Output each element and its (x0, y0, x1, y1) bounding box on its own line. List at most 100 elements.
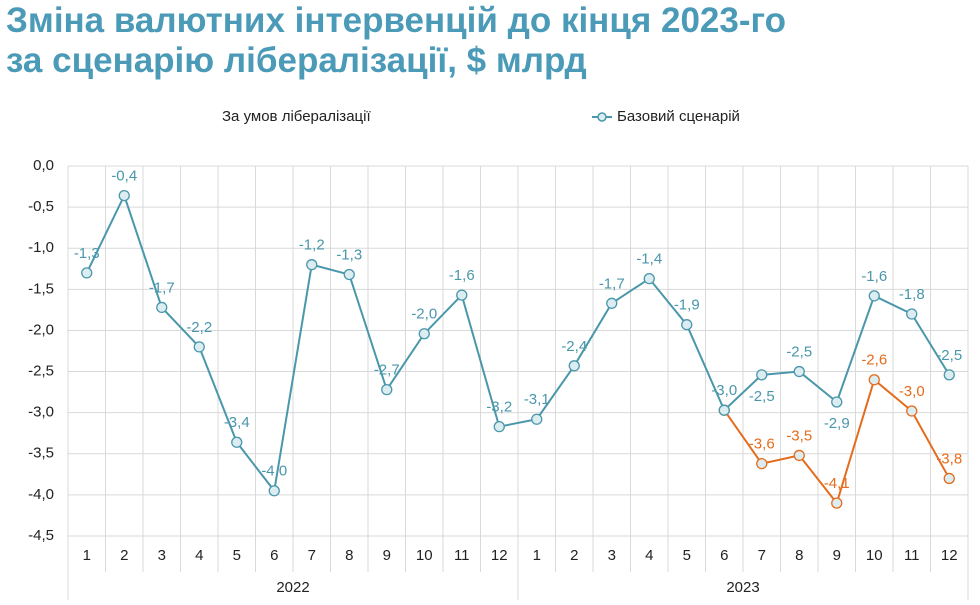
point (381, 383, 393, 396)
x-tick-label: 1 (533, 547, 541, 564)
data-label: -0,4 (111, 168, 137, 185)
x-tick-label: 11 (904, 547, 920, 564)
data-label: -4,1 (824, 475, 850, 492)
x-tick-label: 11 (454, 547, 470, 564)
point (906, 405, 918, 417)
point (231, 436, 243, 448)
data-label: -2,5 (936, 347, 962, 364)
data-label: -1,6 (449, 267, 475, 284)
x-tick-label: 10 (416, 547, 433, 564)
data-label: -3,8 (936, 450, 962, 467)
data-label: -2,9 (824, 415, 850, 432)
y-tick-label: -4,0 (28, 486, 54, 503)
point (118, 189, 130, 202)
x-group-label: 2022 (276, 579, 309, 596)
data-label: -1,3 (74, 245, 100, 262)
y-tick-label: -0,5 (28, 198, 54, 215)
data-label: -1,8 (899, 286, 925, 303)
data-label: -3,4 (224, 414, 250, 431)
point (793, 365, 805, 378)
point (531, 413, 543, 425)
point (156, 301, 168, 314)
x-tick-label: 2 (120, 547, 128, 564)
x-tick-label: 7 (758, 547, 766, 564)
x-tick-label: 5 (683, 547, 691, 564)
data-label: -2,4 (561, 338, 587, 355)
legend-label: Базовий сценарій (617, 108, 740, 125)
point (193, 341, 205, 353)
point (681, 319, 693, 331)
point (606, 297, 618, 309)
data-label: -3,6 (749, 436, 775, 453)
data-label: -2,5 (786, 344, 812, 361)
y-tick-label: -3,5 (28, 445, 54, 462)
data-label: -2,5 (749, 388, 775, 405)
point (493, 420, 505, 433)
y-tick-label: -3,0 (28, 404, 54, 421)
x-tick-label: 9 (833, 547, 841, 564)
data-label: -1,7 (599, 275, 625, 292)
data-label: -2,6 (861, 352, 887, 369)
point (756, 369, 768, 381)
point (868, 374, 880, 386)
x-tick-label: 4 (195, 547, 203, 564)
point (306, 259, 318, 271)
point (418, 328, 430, 340)
x-tick-label: 4 (645, 547, 653, 564)
point (868, 290, 880, 302)
data-label: -1,7 (149, 279, 175, 296)
data-label: -1,9 (674, 297, 700, 314)
x-tick-label: 12 (491, 547, 508, 564)
point (456, 289, 468, 301)
data-label: -2,2 (186, 319, 212, 336)
x-tick-label: 8 (795, 547, 803, 564)
x-tick-label: 2 (570, 547, 578, 564)
chart-title: за сценарію лібералізації, $ млрд (6, 41, 587, 80)
series-line (85, 192, 951, 494)
data-label: -2,0 (411, 306, 437, 323)
data-label: -1,2 (299, 237, 325, 254)
y-tick-label: 0,0 (33, 157, 54, 174)
point (268, 485, 280, 497)
data-label: -2,7 (374, 362, 400, 379)
x-group-label: 2023 (726, 579, 759, 596)
y-tick-label: -1,5 (28, 280, 54, 297)
point (643, 272, 655, 285)
y-tick-label: -2,5 (28, 363, 54, 380)
x-tick-label: 10 (866, 547, 883, 564)
x-tick-label: 3 (608, 547, 616, 564)
point (831, 497, 843, 509)
point (81, 267, 93, 279)
x-tick-label: 9 (383, 547, 391, 564)
data-label: -4,0 (261, 463, 287, 480)
x-tick-label: 12 (941, 547, 958, 564)
data-label: -1,6 (861, 268, 887, 285)
point (943, 472, 955, 485)
y-tick-label: -1,0 (28, 239, 54, 256)
point (343, 268, 355, 281)
point (831, 396, 843, 408)
point (718, 404, 730, 416)
x-tick-label: 3 (158, 547, 166, 564)
x-tick-label: 5 (233, 547, 241, 564)
data-label: -3,0 (899, 383, 925, 400)
data-label: -3,2 (486, 399, 512, 416)
point (793, 449, 805, 462)
x-tick-label: 6 (270, 547, 278, 564)
point (943, 369, 955, 381)
data-label: -3,5 (786, 427, 812, 444)
point (906, 308, 918, 320)
data-label: -1,3 (336, 247, 362, 264)
point (568, 360, 580, 372)
data-label: -1,4 (636, 251, 662, 268)
x-tick-label: 6 (720, 547, 728, 564)
x-tick-label: 7 (308, 547, 316, 564)
chart-title: Зміна валютних інтервенцій до кінця 2023… (6, 1, 786, 40)
y-tick-label: -4,5 (28, 527, 54, 544)
x-tick-label: 8 (345, 547, 353, 564)
data-label: -3,0 (711, 382, 737, 399)
point (756, 457, 768, 470)
legend-marker (597, 112, 607, 122)
y-tick-label: -2,0 (28, 321, 54, 338)
